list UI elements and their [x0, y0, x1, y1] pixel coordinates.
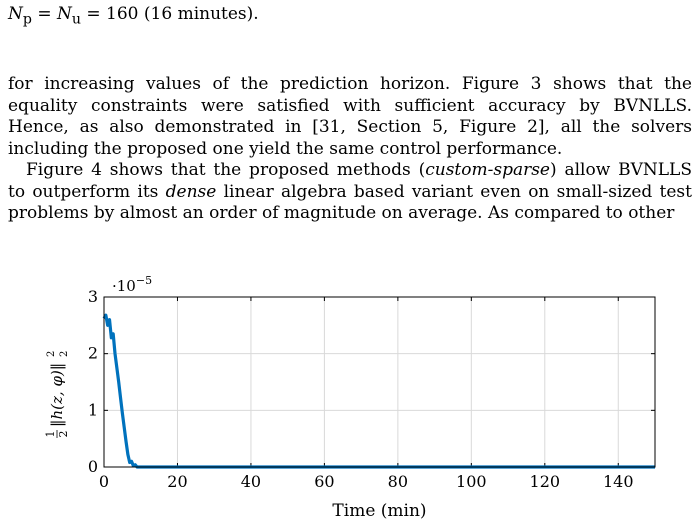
y-label-sub: 2	[59, 351, 70, 357]
scale-base: ·10	[112, 277, 136, 295]
p2-text-e: linear algebra based variant even on sma…	[8, 181, 692, 224]
x-axis-ticks: 0 20 40 60 80 100 120 140	[99, 297, 634, 491]
y-axis-ticks: 0 1 2 3	[88, 287, 655, 476]
p2-text-c: ) allow BVNLLS to outperform its	[8, 160, 692, 202]
p2-dense: dense	[165, 181, 217, 202]
x-tick-label: 100	[456, 472, 487, 491]
eq-sub-u: u	[71, 11, 81, 28]
scale-label: ·10−5	[112, 274, 152, 295]
p2-custom-sparse: custom-sparse	[425, 160, 550, 180]
eq-equals-n: = N	[31, 4, 72, 24]
y-label-body: ‖h(z, φ)‖	[48, 363, 66, 427]
eq-sub-p: p	[22, 11, 32, 28]
x-axis-label: Time (min)	[332, 501, 426, 521]
x-tick-label: 80	[388, 472, 408, 491]
eq-rest: = 160 (16 minutes).	[81, 4, 259, 24]
x-tick-label: 0	[99, 472, 109, 491]
x-tick-label: 40	[241, 472, 261, 491]
y-label-sup: 2	[46, 351, 57, 357]
y-tick-label: 1	[88, 400, 98, 419]
x-tick-label: 20	[167, 472, 187, 491]
x-tick-label: 60	[314, 472, 334, 491]
grid	[103, 296, 655, 468]
x-tick-label: 120	[530, 472, 561, 491]
eq-var-n: N	[8, 4, 23, 24]
y-label-frac-den: 2	[57, 431, 70, 438]
plot-frame	[103, 296, 656, 468]
x-tick-label: 140	[603, 472, 634, 491]
y-tick-label: 3	[88, 287, 98, 306]
p2-text-a: Figure 4 shows that the proposed methods…	[26, 160, 426, 180]
y-label-frac-num: 1	[44, 431, 57, 438]
y-tick-label: 2	[88, 344, 98, 363]
y-tick-label: 0	[88, 457, 98, 476]
paragraph-1: for increasing values of the prediction …	[8, 74, 692, 159]
series-group	[102, 313, 655, 469]
y-axis-label: 1 2‖h(z, φ)‖22	[44, 351, 70, 438]
paragraph-2: Figure 4 shows that the proposed methods…	[8, 160, 692, 225]
horizon-equation: Np = Nu = 160 (16 minutes).	[8, 4, 259, 27]
scale-exponent: −5	[136, 274, 152, 287]
series-line	[102, 313, 655, 469]
